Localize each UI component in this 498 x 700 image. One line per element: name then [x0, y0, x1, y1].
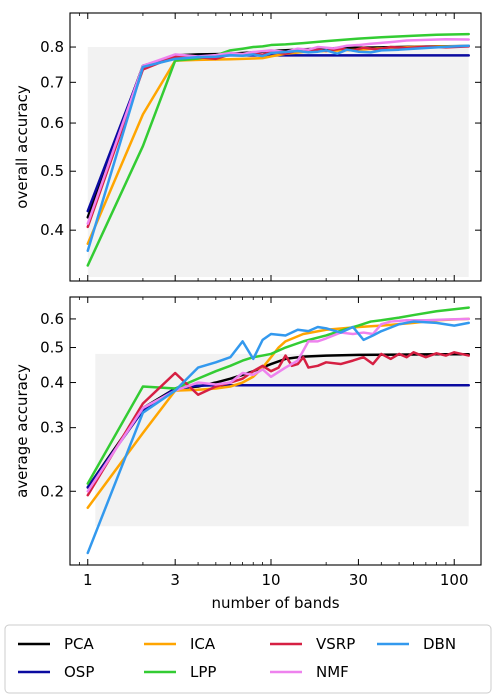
legend-label: NMF — [316, 663, 349, 681]
legend-box — [4, 624, 492, 694]
legend-item-osp: OSP — [18, 663, 94, 681]
y-tick-label: 0.2 — [40, 482, 64, 500]
axes-frame — [69, 12, 482, 282]
top-panel-overall-accuracy: 0.4 0.5 0.6 0.7 0.8 overall accuracy — [13, 12, 482, 282]
x-tick-label: 100 — [440, 571, 469, 589]
y-axis-label: overall accuracy — [13, 85, 31, 209]
bottom-panel-average-accuracy: 1 3 10 30 100 0.2 0.3 0.4 0.5 0.6 average accuracy… — [13, 296, 482, 612]
y-tick-label: 0.4 — [40, 374, 64, 392]
legend-item-pca: PCA — [18, 635, 95, 653]
series-line-lpp — [86, 32, 470, 267]
y-tick-label: 0.4 — [40, 221, 64, 239]
legend-item-nmf: NMF — [270, 663, 349, 681]
legend-label: OSP — [64, 663, 94, 681]
y-tick-label: 0.6 — [40, 310, 64, 328]
legend-label: DBN — [423, 635, 456, 653]
legend-label: VSRP — [316, 635, 355, 653]
x-tick-label: 10 — [261, 571, 280, 589]
legend-item-lpp: LPP — [144, 663, 216, 681]
y-tick-label: 0.7 — [40, 73, 64, 91]
series-line-dbn — [86, 44, 470, 253]
shaded-region — [95, 353, 469, 527]
series-line-lpp — [86, 306, 470, 485]
y-axis-label: average accuracy — [13, 364, 31, 498]
axes-frame — [69, 296, 482, 566]
legend-label: LPP — [190, 663, 216, 681]
y-tick-label: 0.3 — [40, 419, 64, 437]
x-tick-label: 1 — [83, 571, 93, 589]
legend-label: ICA — [190, 635, 216, 653]
series-line-nmf — [86, 317, 470, 493]
y-tick-label: 0.5 — [40, 162, 64, 180]
legend-item-ica: ICA — [144, 635, 216, 653]
y-tick-label: 0.5 — [40, 339, 64, 357]
legend: PCA OSP ICA LPP VSRP NMF DBN — [4, 624, 492, 694]
y-tick-label: 0.8 — [40, 38, 64, 56]
x-tick-label: 30 — [349, 571, 368, 589]
legend-item-dbn: DBN — [377, 635, 456, 653]
x-axis-label: number of bands — [211, 594, 339, 612]
x-tick-label: 3 — [170, 571, 180, 589]
shaded-region — [87, 47, 469, 278]
legend-label: PCA — [64, 635, 95, 653]
legend-item-vsrp: VSRP — [270, 635, 355, 653]
series-line-dbn — [86, 320, 470, 555]
y-tick-label: 0.6 — [40, 114, 64, 132]
